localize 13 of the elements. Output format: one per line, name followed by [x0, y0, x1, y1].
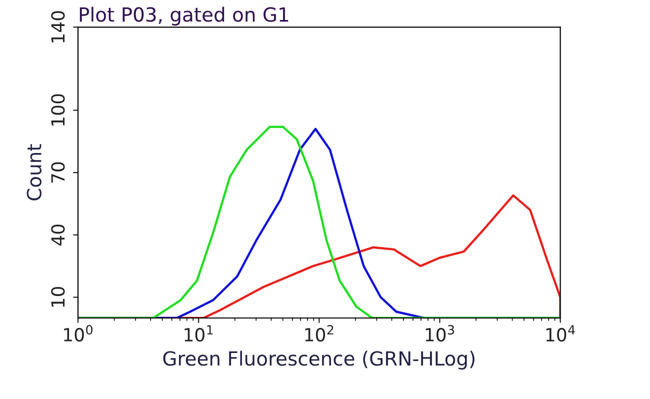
y-axis-title: Count: [26, 144, 42, 200]
x-tick-label: 10$^{4}$: [546, 325, 575, 342]
x-tick-label: 10$^{2}$: [305, 325, 334, 342]
y-tick-label: 140: [51, 11, 65, 42]
x-tick-label: 10$^{0}$: [64, 325, 92, 342]
x-tick-label: 10$^{1}$: [184, 325, 213, 342]
x-axis-title: Green Fluorescence (GRN-HLog): [163, 350, 474, 370]
y-tick-label: 40: [51, 224, 65, 246]
y-tick-label: 70: [51, 162, 65, 183]
y-tick-label: 10: [51, 286, 65, 307]
y-tick-label: 100: [51, 94, 65, 126]
chart-title: Plot P03, gated on G1: [80, 6, 288, 26]
x-tick-label: 10$^{3}$: [426, 325, 454, 342]
